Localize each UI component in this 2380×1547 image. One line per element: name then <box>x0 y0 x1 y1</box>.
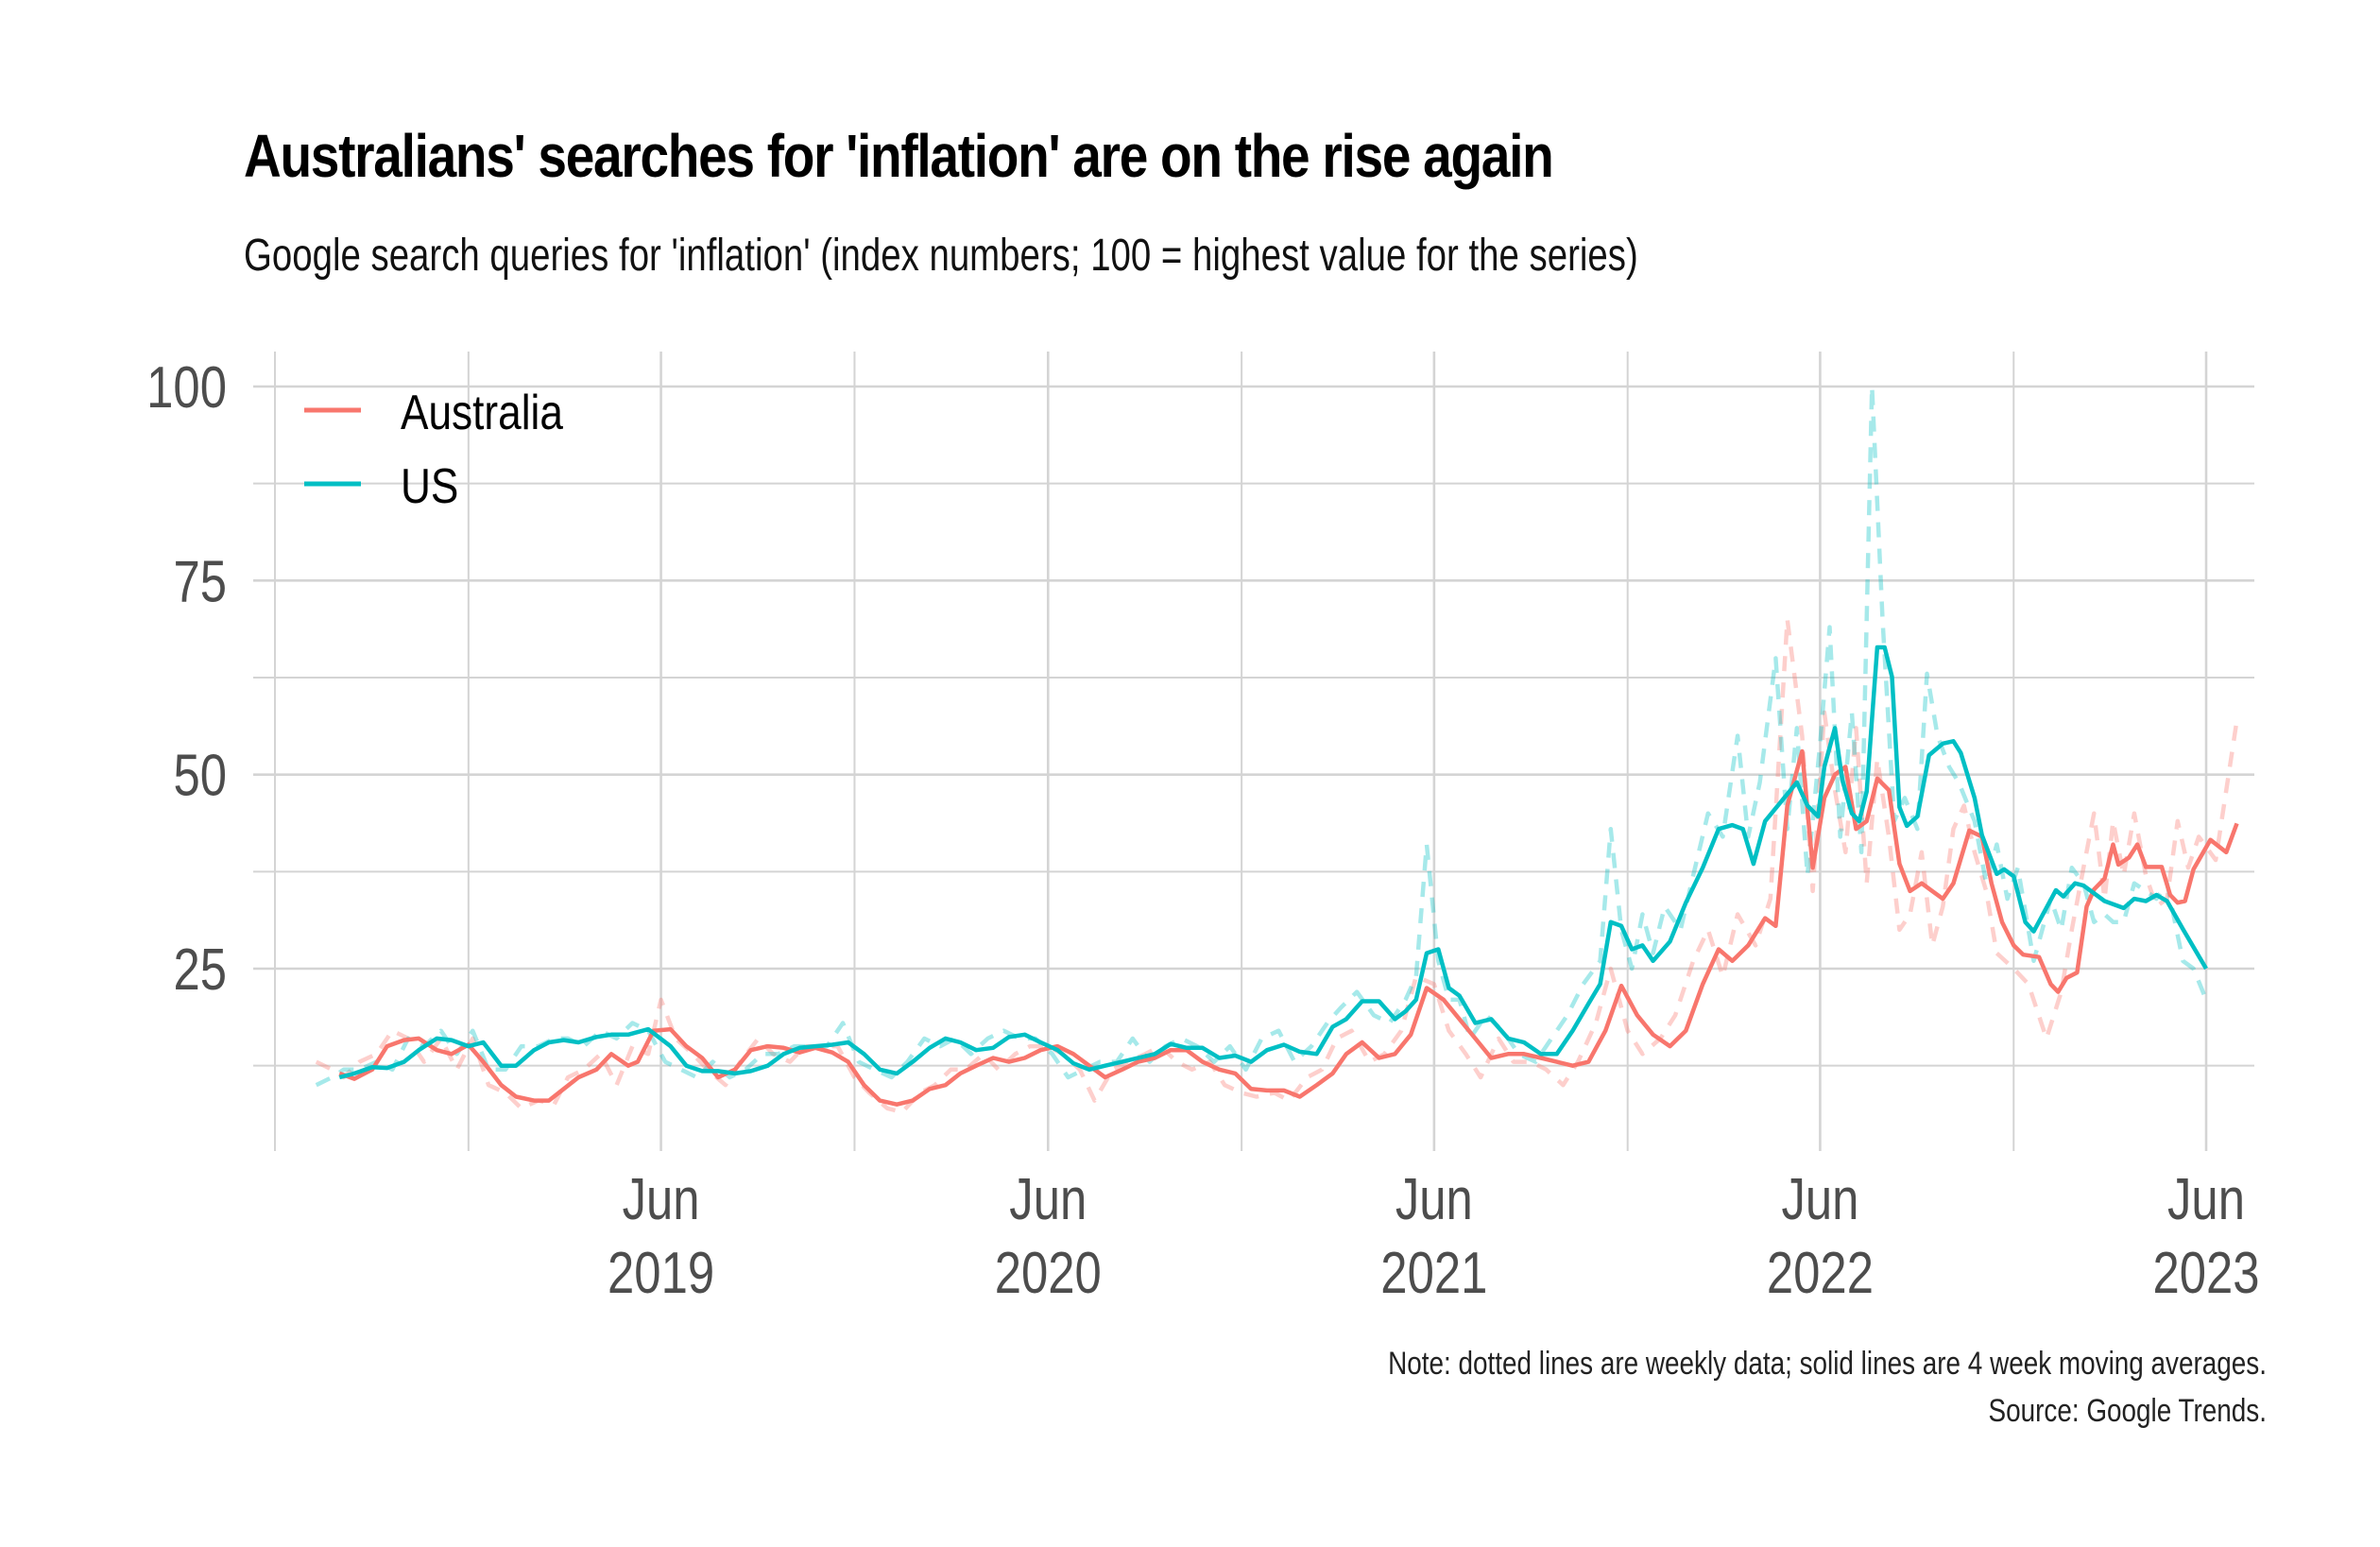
x-tick-month: Jun <box>1395 1167 1473 1232</box>
series-us-moving-average <box>338 645 2208 1080</box>
x-tick-month: Jun <box>1781 1167 1858 1232</box>
legend-us-label: US <box>401 459 458 514</box>
note-line: Note: dotted lines are weekly data; soli… <box>1388 1346 2267 1382</box>
x-tick-label: Jun 2022 <box>1767 1167 1874 1306</box>
x-tick-month: Jun <box>2167 1167 2245 1232</box>
x-axis-ticks: Jun 2019 Jun 2020 Jun 2021 Jun 2022 Jun 2023 <box>608 1167 2260 1306</box>
x-tick-label: Jun 2019 <box>608 1167 714 1306</box>
x-tick-year: 2022 <box>1767 1241 1874 1306</box>
x-tick-year: 2019 <box>608 1241 714 1306</box>
x-tick-label: Jun 2021 <box>1380 1167 1487 1306</box>
x-tick-month: Jun <box>623 1167 700 1232</box>
x-tick-month: Jun <box>1009 1167 1087 1232</box>
series-australia-weekly <box>315 617 2239 1115</box>
chart-note: Note: dotted lines are weekly data; soli… <box>1388 1340 2267 1435</box>
y-axis-ticks: 25 50 75 100 <box>146 355 227 1003</box>
x-tick-label: Jun 2020 <box>995 1167 1102 1306</box>
series-lines <box>315 384 2239 1115</box>
series-us-weekly <box>315 384 2209 1088</box>
y-tick-label: 25 <box>173 937 227 1003</box>
x-tick-label: Jun 2023 <box>2152 1167 2259 1306</box>
legend: Australia US <box>304 386 563 514</box>
chart-subtitle: Google search queries for 'inflation' (i… <box>244 231 1638 281</box>
x-tick-year: 2020 <box>995 1241 1102 1306</box>
y-tick-label: 50 <box>173 744 227 809</box>
y-tick-label: 75 <box>173 550 227 615</box>
legend-australia-label: Australia <box>401 386 563 440</box>
y-tick-label: 100 <box>146 355 227 421</box>
chart-title: Australians' searches for 'inflation' ar… <box>244 122 1554 190</box>
source-line: Source: Google Trends. <box>1988 1393 2267 1429</box>
gridlines <box>253 352 2254 1151</box>
x-tick-year: 2023 <box>2152 1241 2259 1306</box>
series-australia-moving-average <box>338 748 2239 1107</box>
x-tick-year: 2021 <box>1380 1241 1487 1306</box>
